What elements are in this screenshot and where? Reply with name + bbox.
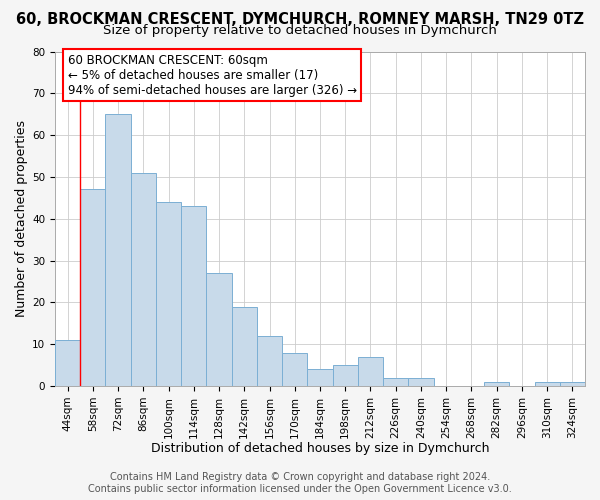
Bar [156, 202, 181, 386]
Bar [409, 378, 434, 386]
Text: 60 BROCKMAN CRESCENT: 60sqm
← 5% of detached houses are smaller (17)
94% of semi: 60 BROCKMAN CRESCENT: 60sqm ← 5% of deta… [68, 54, 357, 96]
Bar [257, 336, 282, 386]
Text: Size of property relative to detached houses in Dymchurch: Size of property relative to detached ho… [103, 24, 497, 37]
Y-axis label: Number of detached properties: Number of detached properties [15, 120, 28, 317]
X-axis label: Distribution of detached houses by size in Dymchurch: Distribution of detached houses by size … [151, 442, 489, 455]
Bar [131, 173, 156, 386]
Bar [560, 382, 585, 386]
Bar [55, 340, 80, 386]
Text: Contains HM Land Registry data © Crown copyright and database right 2024.
Contai: Contains HM Land Registry data © Crown c… [88, 472, 512, 494]
Bar [181, 206, 206, 386]
Bar [106, 114, 131, 386]
Bar [535, 382, 560, 386]
Bar [206, 273, 232, 386]
Text: 60, BROCKMAN CRESCENT, DYMCHURCH, ROMNEY MARSH, TN29 0TZ: 60, BROCKMAN CRESCENT, DYMCHURCH, ROMNEY… [16, 12, 584, 28]
Bar [80, 190, 106, 386]
Bar [282, 352, 307, 386]
Bar [358, 356, 383, 386]
Bar [307, 370, 332, 386]
Bar [232, 306, 257, 386]
Bar [332, 365, 358, 386]
Bar [484, 382, 509, 386]
Bar [383, 378, 409, 386]
